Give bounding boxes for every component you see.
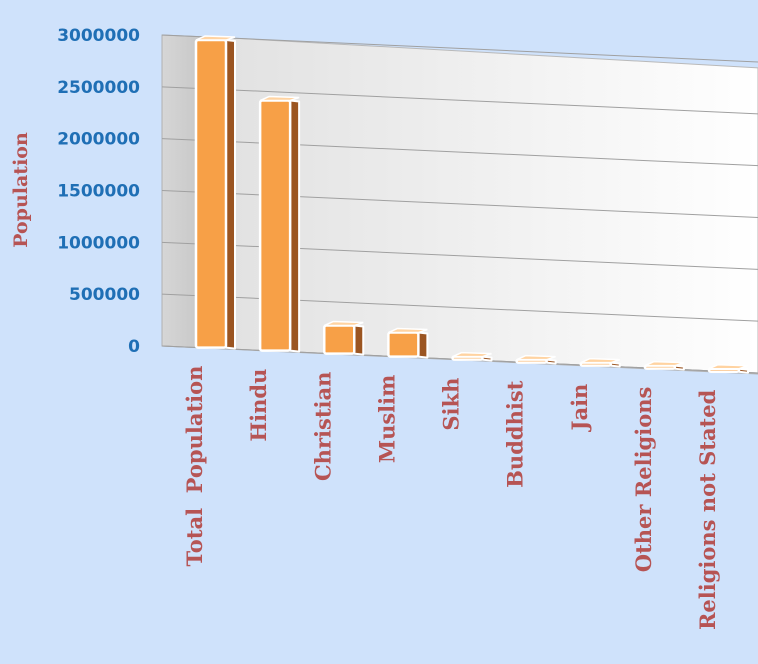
- bar-top: [452, 351, 492, 358]
- bar: [707, 363, 749, 374]
- y-axis-label: Population: [10, 132, 32, 248]
- x-tick-label: Other Religions: [631, 387, 656, 573]
- bar-side: [738, 367, 749, 374]
- x-tick-label: Jain: [567, 384, 592, 433]
- bar: [643, 360, 685, 371]
- bar: [194, 35, 236, 350]
- x-tick-label: Buddhist: [503, 380, 528, 487]
- bar-side: [225, 39, 236, 350]
- bar-top: [195, 35, 236, 41]
- bar-front: [323, 324, 356, 355]
- x-tick-label: Religions not Stated: [695, 389, 720, 630]
- bar: [323, 320, 365, 356]
- bar-top: [388, 327, 428, 334]
- bar-top: [644, 360, 685, 367]
- bar-side: [673, 364, 685, 371]
- gridline: [229, 141, 758, 167]
- y-tick-label: 1000000: [57, 233, 140, 253]
- bar-front: [258, 99, 292, 352]
- x-tick-label: Sikh: [439, 378, 464, 431]
- y-tick-label: 2500000: [57, 78, 140, 98]
- bar-top: [708, 363, 749, 370]
- y-axis-ticks: 0 500000 1000000 1500000 2000000 2500000 30000…: [57, 26, 140, 357]
- bar-side: [417, 331, 429, 359]
- y-tick-label: 3000000: [57, 26, 140, 46]
- bar-side: [481, 355, 493, 362]
- x-tick-label: Total Population: [182, 366, 207, 567]
- gridline: [229, 296, 758, 322]
- bar: [579, 357, 621, 368]
- bar-side: [353, 324, 365, 356]
- bar: [451, 351, 493, 362]
- x-tick-label: Muslim: [374, 375, 399, 464]
- gridline: [229, 193, 758, 218]
- gridline: [229, 37, 758, 63]
- bar-top: [323, 320, 364, 327]
- x-tick-label: Christian: [310, 372, 335, 481]
- bar-top: [516, 354, 556, 361]
- bar-top: [580, 357, 620, 364]
- bar-top: [259, 95, 300, 102]
- bar-front: [194, 38, 228, 349]
- gridline: [229, 244, 758, 270]
- gridline: [229, 89, 758, 115]
- bar: [258, 95, 301, 353]
- bar-side: [545, 358, 557, 365]
- bar-side: [289, 99, 301, 353]
- x-tick-label: Hindu: [246, 369, 271, 442]
- y-tick-label: 2000000: [57, 130, 140, 150]
- bar: [515, 354, 557, 365]
- x-axis-ticks: Total Population Hindu Christian Muslim Sikh…: [182, 366, 720, 630]
- y-tick-label: 0: [128, 337, 140, 357]
- bar: [387, 327, 429, 359]
- bars: [194, 35, 749, 374]
- bar-front: [387, 331, 420, 358]
- y-tick-label: 1500000: [57, 182, 140, 202]
- y-tick-label: 500000: [69, 285, 140, 305]
- plot-walls: [161, 34, 758, 375]
- bar-side: [609, 361, 621, 368]
